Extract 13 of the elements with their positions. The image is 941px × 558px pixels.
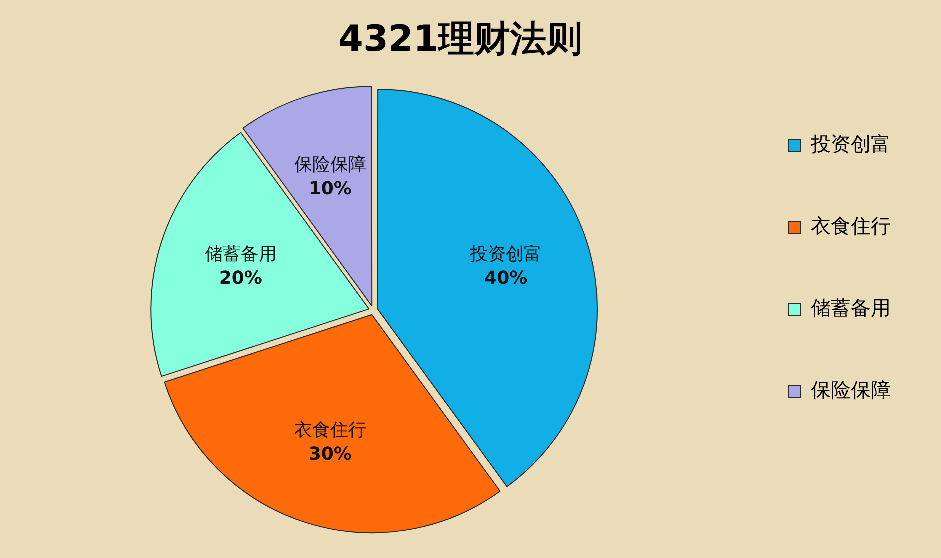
slice-label: 储蓄备用 xyxy=(204,244,277,266)
data-label: 30% xyxy=(308,444,352,465)
legend-label: 投资创富 xyxy=(810,132,891,156)
data-label: 40% xyxy=(484,268,528,290)
data-label: 10% xyxy=(308,178,352,200)
slice-label: 衣食住行 xyxy=(294,420,366,441)
chart-title: 4321理财法则 xyxy=(338,18,583,60)
legend-label: 衣食住行 xyxy=(811,214,891,238)
legend-label: 保险保障 xyxy=(811,378,891,402)
legend-label: 储蓄备用 xyxy=(811,296,891,320)
slice-label: 保险保障 xyxy=(294,154,366,176)
data-label: 20% xyxy=(219,268,262,290)
slice-label: 投资创富 xyxy=(469,244,542,266)
